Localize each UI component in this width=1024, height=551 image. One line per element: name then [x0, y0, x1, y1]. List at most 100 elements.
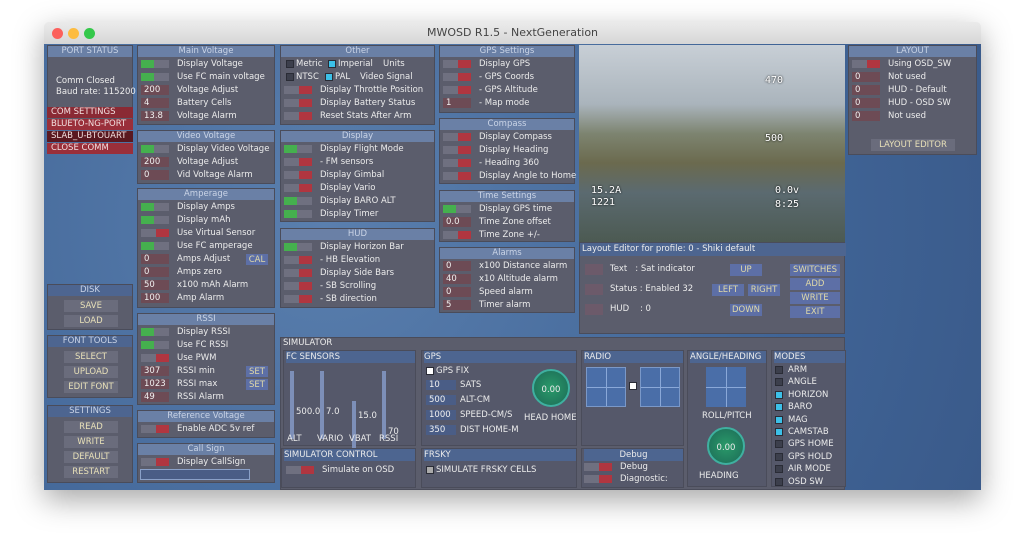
checkbox[interactable] — [629, 382, 637, 390]
value-field[interactable]: 13.8 — [141, 111, 169, 121]
value-field[interactable]: 5 — [443, 300, 471, 310]
value-field[interactable]: 1 — [443, 98, 471, 108]
row-button[interactable]: SET — [246, 366, 268, 377]
stepper[interactable] — [585, 284, 603, 295]
toggle[interactable] — [141, 425, 169, 433]
value-field[interactable]: 0 — [852, 111, 880, 121]
toggle[interactable] — [141, 341, 169, 349]
value-field[interactable]: 0 — [443, 261, 471, 271]
checkbox[interactable] — [328, 60, 336, 68]
value-field[interactable]: 1023 — [141, 379, 169, 389]
button[interactable]: RESTART — [64, 466, 118, 478]
value-field[interactable]: 0 — [141, 254, 169, 264]
minimize-button[interactable] — [68, 28, 79, 39]
value-field[interactable]: 200 — [141, 157, 169, 167]
row-button[interactable]: CAL — [246, 254, 268, 265]
checkbox[interactable] — [286, 60, 294, 68]
value-field[interactable]: 50 — [141, 280, 169, 290]
button[interactable]: DEFAULT — [64, 451, 118, 463]
toggle[interactable] — [443, 146, 471, 154]
move-button[interactable]: DOWN — [730, 304, 762, 316]
button[interactable]: LOAD — [64, 315, 118, 327]
toggle[interactable] — [284, 171, 312, 179]
callsign-input[interactable] — [140, 469, 250, 480]
value-field[interactable]: 0 — [852, 85, 880, 95]
toggle[interactable] — [141, 354, 169, 362]
attitude-pad[interactable] — [706, 367, 746, 407]
button[interactable]: SELECT — [64, 351, 118, 363]
checkbox[interactable] — [325, 73, 333, 81]
mode-checkbox[interactable] — [775, 477, 783, 486]
slider-track[interactable] — [290, 371, 294, 439]
toggle[interactable] — [443, 60, 471, 68]
toggle[interactable] — [443, 205, 471, 213]
action-button[interactable]: ADD — [790, 278, 840, 290]
toggle[interactable] — [284, 269, 312, 277]
menu-item[interactable]: CLOSE COMM — [47, 143, 133, 154]
toggle[interactable] — [284, 243, 312, 251]
action-button[interactable]: WRITE — [790, 292, 840, 304]
value-field[interactable]: 49 — [141, 392, 169, 402]
toggle[interactable] — [443, 159, 471, 167]
value-field[interactable]: 0 — [443, 287, 471, 297]
close-button[interactable] — [52, 28, 63, 39]
toggle[interactable] — [284, 282, 312, 290]
toggle[interactable] — [284, 158, 312, 166]
value-field[interactable]: 40 — [443, 274, 471, 284]
toggle[interactable] — [284, 99, 312, 107]
toggle[interactable] — [141, 60, 169, 68]
toggle[interactable] — [284, 86, 312, 94]
toggle[interactable] — [284, 145, 312, 153]
mode-checkbox[interactable] — [775, 465, 783, 474]
slider-track[interactable] — [382, 371, 386, 439]
mode-checkbox[interactable] — [775, 378, 783, 387]
toggle[interactable] — [141, 242, 169, 250]
dial[interactable]: 0.00 — [707, 427, 745, 465]
toggle[interactable] — [141, 328, 169, 336]
zoom-button[interactable] — [84, 28, 95, 39]
stepper[interactable] — [585, 264, 603, 275]
mode-checkbox[interactable] — [775, 415, 783, 424]
mode-checkbox[interactable] — [775, 366, 783, 374]
value-field[interactable]: 350 — [426, 425, 456, 435]
mode-checkbox[interactable] — [775, 452, 783, 461]
value-field[interactable]: 0 — [141, 267, 169, 277]
stepper[interactable] — [585, 304, 603, 315]
value-field[interactable]: 0 — [141, 170, 169, 180]
value-field[interactable]: 100 — [141, 293, 169, 303]
toggle[interactable] — [284, 256, 312, 264]
toggle[interactable] — [284, 112, 312, 120]
checkbox[interactable] — [426, 367, 434, 375]
button[interactable]: SAVE — [64, 300, 118, 312]
mode-checkbox[interactable] — [775, 440, 783, 449]
button[interactable]: UPLOAD — [64, 366, 118, 378]
toggle[interactable] — [286, 466, 314, 474]
toggle[interactable] — [141, 203, 169, 211]
value-field[interactable]: 4 — [141, 98, 169, 108]
toggle[interactable] — [443, 73, 471, 81]
value-field[interactable]: 0 — [852, 72, 880, 82]
value-field[interactable]: 10 — [426, 380, 456, 390]
value-field[interactable]: 200 — [141, 85, 169, 95]
toggle[interactable] — [284, 184, 312, 192]
action-button[interactable]: EXIT — [790, 306, 840, 318]
toggle[interactable] — [141, 73, 169, 81]
button[interactable]: WRITE — [64, 436, 118, 448]
mode-checkbox[interactable] — [775, 428, 783, 436]
toggle[interactable] — [443, 86, 471, 94]
panel-button[interactable]: LAYOUT EDITOR — [871, 139, 955, 151]
toggle[interactable] — [141, 145, 169, 153]
toggle[interactable] — [141, 458, 169, 466]
checkbox[interactable] — [286, 73, 294, 81]
row-button[interactable]: SET — [246, 379, 268, 390]
toggle[interactable] — [443, 172, 471, 180]
slider-track[interactable] — [320, 371, 324, 439]
button[interactable]: EDIT FONT — [64, 381, 118, 393]
value-field[interactable]: 307 — [141, 366, 169, 376]
action-button[interactable]: SWITCHES — [790, 264, 840, 276]
toggle[interactable] — [443, 231, 471, 239]
move-button[interactable]: RIGHT — [748, 284, 780, 296]
button[interactable]: READ — [64, 421, 118, 433]
menu-title[interactable]: COM SETTINGS — [47, 107, 133, 118]
toggle[interactable] — [584, 463, 612, 471]
